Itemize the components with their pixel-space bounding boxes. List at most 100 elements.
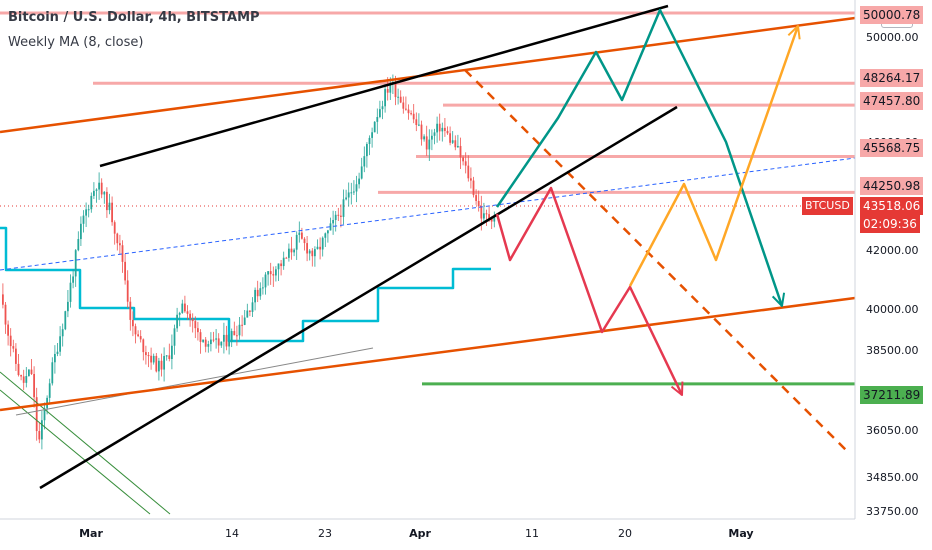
wedge-lower-line — [39, 105, 678, 490]
candle-body — [87, 209, 90, 211]
candle-body — [436, 123, 438, 133]
candle-body — [64, 311, 67, 330]
candle-body — [163, 356, 165, 370]
candle-body — [67, 301, 69, 312]
candle-body — [95, 189, 98, 191]
y-tick-label: 40000.00 — [866, 303, 919, 316]
price-level-tag-4: 44250.98 — [860, 177, 924, 195]
candle-body — [80, 223, 82, 240]
candle-body — [446, 130, 449, 134]
weekly-ma-line — [0, 226, 491, 343]
x-tick-label: 14 — [225, 527, 239, 540]
candle-body — [210, 339, 212, 345]
price-level-tag-0: 50000.78 — [860, 6, 924, 24]
candle-body — [204, 339, 207, 347]
candle-body — [275, 269, 277, 276]
candle-body — [51, 362, 54, 384]
y-tick-label: 33750.00 — [866, 505, 919, 518]
candle-body — [358, 178, 360, 185]
candle-body — [441, 127, 444, 132]
candle-body — [100, 182, 103, 195]
candle-body — [368, 137, 371, 144]
candle-body — [480, 206, 483, 219]
candle-body — [30, 369, 33, 374]
candle-body — [490, 218, 493, 222]
candle-body — [402, 102, 405, 109]
candle-body — [160, 360, 163, 370]
candle-body — [280, 263, 282, 267]
candle-body — [350, 192, 353, 194]
candle-body — [290, 248, 293, 253]
candle-body — [337, 214, 340, 216]
candle-body — [389, 84, 392, 93]
candle-body — [407, 109, 410, 114]
candle-body — [371, 132, 373, 138]
candle-body — [77, 239, 80, 251]
candle-body — [295, 234, 298, 250]
dashed-projection-orange — [464, 69, 849, 453]
candle-body — [61, 329, 64, 337]
x-tick-label: Apr — [409, 527, 431, 540]
y-tick-label: 42000.00 — [866, 244, 919, 257]
candle-body — [168, 355, 171, 359]
candle-body — [108, 202, 111, 211]
candle-body — [116, 233, 119, 244]
candle-body — [340, 215, 342, 217]
candle-body — [355, 184, 358, 192]
candle-body — [189, 313, 191, 319]
candle-body — [251, 302, 254, 312]
candle-body — [4, 304, 7, 325]
candle-body — [197, 328, 199, 333]
scenario-arrow-teal — [771, 292, 786, 307]
candle-body — [93, 190, 95, 196]
candle-body — [254, 289, 256, 303]
candle-body — [264, 274, 267, 288]
candle-body — [230, 331, 233, 342]
candle-body — [347, 192, 350, 198]
candle-body — [423, 136, 425, 140]
candle-body — [191, 318, 194, 322]
candle-body — [311, 250, 314, 257]
candle-body — [98, 182, 100, 190]
candle-body — [301, 232, 303, 239]
candle-body — [246, 310, 249, 318]
candle-body — [121, 245, 124, 262]
candle-body — [425, 136, 428, 150]
price-level-tag-3: 45568.75 — [860, 139, 924, 157]
candle-body — [386, 89, 389, 93]
x-tick-label: 23 — [318, 527, 332, 540]
candle-body — [319, 246, 321, 250]
candle-body — [329, 223, 332, 231]
indicator-legend[interactable]: Weekly MA (8, close) — [8, 35, 144, 50]
trendline-green-1 — [0, 371, 171, 515]
candle-body — [366, 143, 368, 157]
candle-body — [15, 348, 17, 364]
candle-body — [72, 276, 74, 283]
trendline-gray — [15, 347, 374, 416]
candle-body — [334, 214, 337, 221]
candle-body — [451, 140, 454, 143]
candle-countdown-tag: 02:09:36 — [860, 215, 920, 233]
candle-body — [9, 335, 12, 347]
candle-body — [181, 303, 184, 313]
candle-body — [129, 301, 132, 320]
candle-body — [457, 145, 459, 148]
candle-body — [381, 106, 384, 110]
y-tick-label: 50000.00 — [866, 31, 919, 44]
candle-body — [345, 197, 347, 200]
scenario-path-red — [495, 186, 684, 396]
trendline-green-2 — [0, 389, 151, 515]
candle-body — [20, 375, 22, 377]
scenario-arrow-orange — [787, 25, 801, 40]
candle-body — [470, 178, 472, 181]
candle-body — [150, 355, 152, 363]
candle-body — [410, 113, 412, 115]
current-price-tag: 43518.06 — [860, 197, 924, 215]
candle-body — [353, 191, 355, 193]
candle-body — [225, 334, 228, 347]
candle-body — [152, 355, 155, 363]
candle-body — [363, 156, 366, 167]
candle-body — [85, 209, 87, 216]
